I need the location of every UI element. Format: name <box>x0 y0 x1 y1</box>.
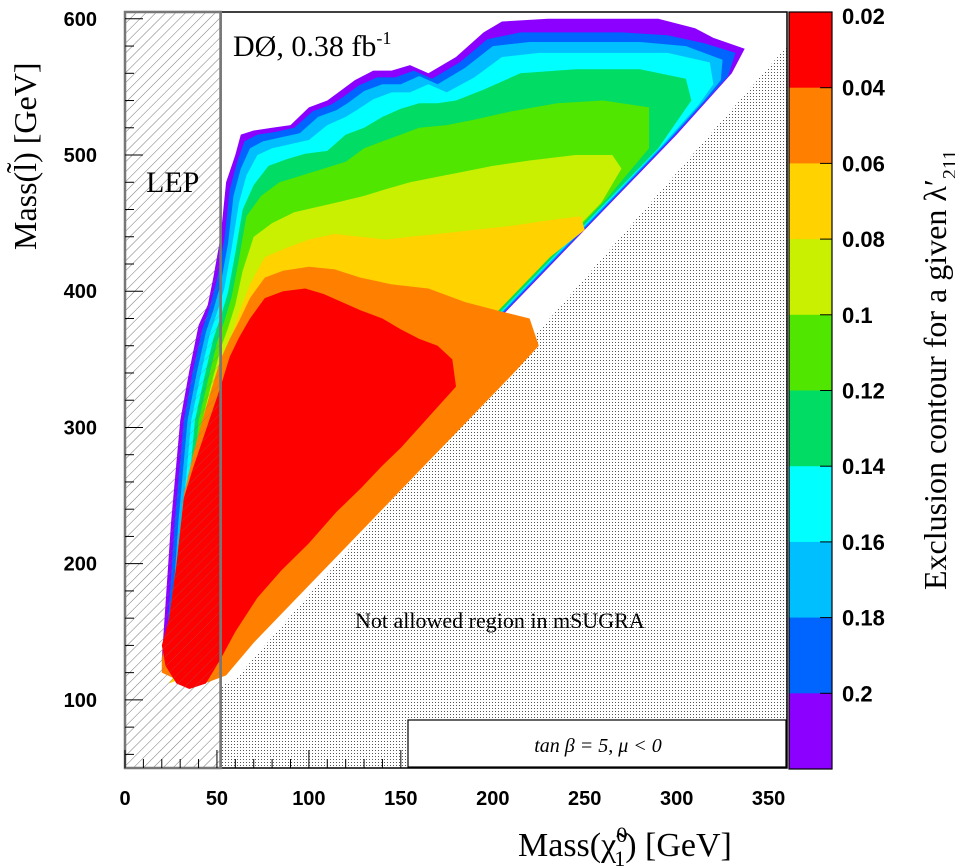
colorbar-level-label: 0.04 <box>842 76 886 101</box>
x-axis-title: Mass(χ̃0 1) [GeV] <box>518 822 732 867</box>
colorbar-swatch <box>789 12 832 89</box>
params-box <box>407 719 787 768</box>
contour-band-9 <box>161 288 457 689</box>
colorbar-swatch <box>789 466 832 543</box>
x-tick-label: 0 <box>119 788 130 810</box>
colorbar-level-label: 0.16 <box>842 530 885 555</box>
y-tick-label: 600 <box>64 9 97 31</box>
params-label: tan β = 5, μ < 0 <box>534 735 662 757</box>
x-tick-label: 250 <box>568 788 601 810</box>
not-allowed-region <box>220 46 787 768</box>
y-tick-label: 300 <box>64 417 97 439</box>
x-tick-label: 50 <box>206 788 228 810</box>
x-tick-label: 300 <box>660 788 693 810</box>
colorbar-level-label: 0.06 <box>842 151 885 176</box>
colorbar-swatch <box>789 163 832 240</box>
colorbar-swatch <box>789 541 832 619</box>
lep-hatch-overlay <box>125 12 221 768</box>
colorbar-title: Exclusion contour for a given λ′211 <box>917 150 955 590</box>
colorbar-level-label: 0.2 <box>842 681 873 706</box>
colorbar-swatch <box>789 239 832 316</box>
y-axis-ticks: 100 200 300 400 500 600 <box>64 9 143 755</box>
not-allowed-label: Not allowed region in mSUGRA <box>355 608 645 633</box>
colorbar-swatch <box>789 87 832 164</box>
colorbar-level-label: 0.1 <box>842 303 873 328</box>
y-tick-label: 200 <box>64 554 97 576</box>
y-tick-label: 500 <box>64 145 97 167</box>
colorbar: 0.02 0.04 0.06 0.08 0.1 0.12 0.14 0.16 0.18 0.2 <box>789 4 886 770</box>
colorbar-frame <box>788 11 833 770</box>
x-tick-label: 150 <box>384 788 417 810</box>
lep-label: LEP <box>146 166 199 199</box>
colorbar-swatch <box>789 314 832 391</box>
contour-bands <box>161 18 745 689</box>
experiment-label: DØ, 0.38 fb-1 <box>233 28 391 63</box>
colorbar-level-label: 0.08 <box>842 227 885 252</box>
colorbar-swatch <box>789 693 832 770</box>
y-axis-title: Mass(l̃) [GeV] <box>7 63 43 251</box>
colorbar-swatch <box>789 617 832 694</box>
plot-area <box>125 12 787 768</box>
x-tick-label: 100 <box>292 788 325 810</box>
colorbar-level-label: 0.18 <box>842 606 885 631</box>
y-tick-label: 400 <box>64 281 97 303</box>
colorbar-level-label: 0.12 <box>842 379 885 404</box>
colorbar-level-label: 0.02 <box>842 4 885 29</box>
y-tick-label: 100 <box>64 690 97 712</box>
x-tick-label: 350 <box>752 788 785 810</box>
colorbar-level-label: 0.14 <box>842 454 886 479</box>
x-tick-label: 200 <box>476 788 509 810</box>
colorbar-swatch <box>789 390 832 467</box>
